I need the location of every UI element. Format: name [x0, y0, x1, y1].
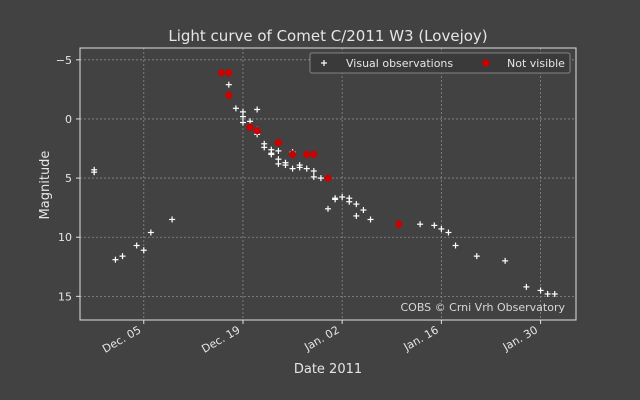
- data-point-visual: [282, 162, 289, 169]
- data-point-visual: [551, 290, 558, 297]
- data-point-visual: [169, 216, 176, 223]
- data-point-visual: [289, 165, 296, 172]
- data-point-visual: [452, 242, 459, 249]
- data-point-visual: [296, 162, 303, 169]
- data-point-not-visible-cross: [246, 123, 255, 132]
- data-point-visual: [275, 156, 282, 163]
- data-point-visual: [239, 113, 246, 120]
- data-point-not-visible-cross: [224, 91, 233, 100]
- data-point-visual: [317, 175, 324, 182]
- data-point-not-visible-cross: [288, 150, 297, 159]
- data-point-visual: [445, 229, 452, 236]
- data-point-not-visible-cross: [224, 68, 233, 77]
- data-point-visual: [119, 253, 126, 260]
- y-tick-label: 10: [58, 231, 72, 244]
- data-point-visual: [431, 222, 438, 229]
- data-point-visual: [325, 205, 331, 212]
- data-point-visual: [523, 283, 530, 290]
- legend-marker-visual: [321, 60, 327, 66]
- y-tick-label: −5: [56, 54, 72, 67]
- y-tick-label: 0: [65, 113, 72, 126]
- legend-symbol-not-visible-cross: [482, 59, 490, 67]
- legend-marker-not-visible: [482, 59, 490, 67]
- data-point-visual: [353, 201, 360, 208]
- legend-box: [309, 52, 571, 74]
- data-point-visual: [544, 290, 551, 297]
- data-point-visual: [133, 242, 140, 249]
- data-point-visual: [332, 196, 339, 203]
- data-point-not-visible-cross: [302, 150, 311, 159]
- annotation: COBS © Crni Vrh Observatory: [400, 301, 565, 314]
- legend-symbol-visual: [321, 60, 327, 66]
- x-axis-label: Date 2011: [294, 362, 362, 377]
- data-point-visual: [91, 169, 98, 176]
- data-point-visual: [303, 165, 310, 172]
- data-point-visual: [261, 144, 268, 151]
- data-point-visual: [346, 195, 353, 202]
- data-point-visual: [268, 151, 275, 158]
- legend-label-not-visible: Not visible: [507, 57, 565, 70]
- series-not-visible: [217, 68, 403, 229]
- plot-area: [79, 47, 577, 321]
- data-point-not-visible-cross: [394, 220, 403, 229]
- data-point-visual: [232, 105, 239, 112]
- data-point-visual: [112, 256, 119, 263]
- data-point-visual: [502, 257, 509, 264]
- data-point-visual: [225, 81, 232, 88]
- data-point-visual: [473, 253, 480, 260]
- data-point-not-visible-cross: [324, 174, 332, 183]
- data-point-not-visible-cross: [217, 68, 226, 77]
- data-point-visual: [353, 212, 360, 219]
- y-axis-label: Magnitude: [38, 151, 53, 220]
- y-axis: −5 0 5 10 15: [56, 54, 80, 303]
- data-point-visual: [438, 225, 445, 232]
- data-point-visual: [239, 119, 246, 126]
- series-visual-observations: [91, 81, 558, 297]
- legend-label-visual: Visual observations: [346, 57, 453, 70]
- data-point-visual: [360, 207, 367, 214]
- data-point-not-visible-cross: [253, 126, 262, 135]
- data-point-visual: [147, 229, 154, 236]
- y-tick-label: 15: [58, 290, 72, 303]
- data-point-visual: [310, 167, 317, 174]
- data-point-visual: [339, 194, 346, 201]
- data-point-not-visible-cross: [274, 138, 283, 147]
- data-point-visual: [275, 147, 282, 154]
- data-point-visual: [367, 216, 374, 223]
- y-tick-label: 5: [65, 172, 72, 185]
- legend: Visual observations Not visible: [309, 52, 571, 74]
- data-point-not-visible-cross: [309, 150, 318, 159]
- data-point-visual: [537, 287, 544, 294]
- data-point-visual: [140, 247, 147, 254]
- data-point-visual: [254, 106, 261, 113]
- data-point-visual: [417, 221, 424, 228]
- data-point-visual: [310, 173, 317, 180]
- chart-title: Light curve of Comet C/2011 W3 (Lovejoy): [168, 27, 487, 45]
